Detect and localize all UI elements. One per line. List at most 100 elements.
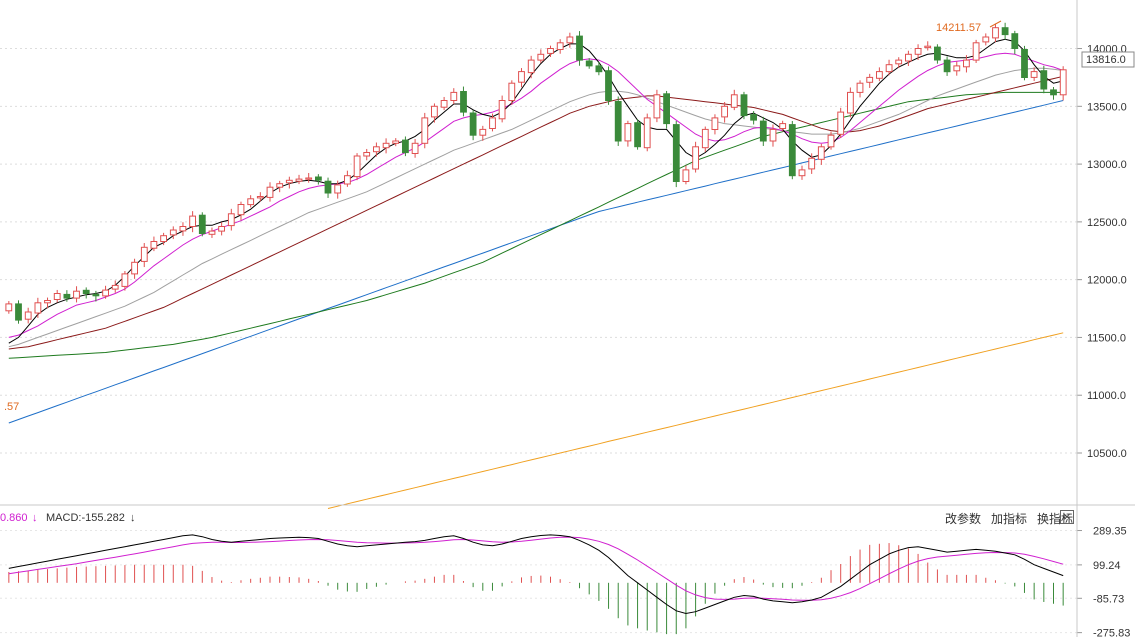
candle-body — [1059, 69, 1067, 96]
price-tick-label: 11000.0 — [1087, 390, 1126, 402]
candle-body — [817, 146, 825, 160]
candle-body — [866, 76, 874, 83]
candle-body — [624, 123, 632, 142]
macd-lines — [8, 534, 1064, 615]
candle-body — [179, 226, 187, 232]
candle-body — [1011, 33, 1019, 50]
candle-body — [750, 114, 758, 121]
macd-down-arrow-icon: ↓ — [130, 512, 136, 524]
macd-histogram — [8, 543, 1064, 635]
candle-body — [237, 204, 245, 216]
high-price-pointer — [989, 20, 1002, 28]
macd-grid — [0, 530, 1077, 634]
macd-tick-label: -85.73 — [1093, 593, 1124, 605]
moving-average-lines — [8, 38, 1064, 509]
candle-body — [730, 94, 738, 108]
candle-body — [102, 289, 109, 297]
dea-value-label: 0.860 — [0, 512, 28, 524]
price-tick-label: 11500.0 — [1087, 332, 1126, 344]
candle-body — [914, 48, 922, 55]
candle-body — [701, 128, 709, 149]
candle-body — [672, 124, 680, 182]
candle-body — [1030, 71, 1038, 78]
candle-body — [769, 128, 777, 142]
candle-body — [692, 146, 700, 170]
candle-body — [373, 146, 380, 153]
close-icon[interactable]: × — [1060, 510, 1074, 524]
candle-body — [711, 117, 719, 131]
switch-indicator-button[interactable]: 换指标 — [1036, 512, 1073, 526]
add-indicator-button[interactable]: 加指标 — [990, 512, 1027, 526]
ma30-line — [8, 75, 1064, 350]
candle-body — [431, 105, 438, 118]
candle-body — [788, 124, 796, 177]
candle-body — [759, 120, 767, 142]
high-price-label: 14211.57 — [936, 22, 981, 34]
candle-body — [440, 100, 448, 108]
candle-body — [847, 91, 854, 114]
change-params-button[interactable]: 改参数 — [944, 512, 981, 526]
candle-body — [276, 183, 284, 188]
candle-body — [218, 226, 225, 232]
candle-body — [953, 65, 961, 72]
candlesticks — [5, 22, 1067, 324]
candle-body — [382, 142, 390, 149]
candle-body — [353, 155, 361, 178]
candle-body — [808, 157, 816, 170]
candle-body — [111, 284, 119, 290]
candle-body — [943, 59, 951, 73]
candle-body — [653, 94, 661, 119]
price-tick-label: 13500.0 — [1087, 101, 1127, 113]
candle-body — [411, 142, 419, 155]
ma60-line — [8, 91, 1064, 359]
candle-body — [198, 214, 206, 234]
candle-body — [150, 241, 158, 249]
candle-body — [169, 229, 177, 236]
macd-tick-label: 99.24 — [1093, 560, 1121, 572]
candle-body — [63, 293, 71, 299]
candle-body — [634, 122, 642, 148]
dea-down-arrow-icon: ↓ — [32, 512, 38, 524]
candle-body — [34, 302, 42, 314]
candle-body — [363, 152, 371, 157]
candle-body — [905, 53, 912, 62]
candle-body — [827, 134, 835, 148]
macd-tick-label: -275.83 — [1093, 628, 1130, 637]
candle-body — [160, 235, 167, 242]
dea-line — [8, 536, 1064, 601]
candle-body — [934, 46, 941, 61]
price-tick-label: 13000.0 — [1087, 159, 1127, 171]
candle-body — [576, 35, 583, 61]
candle-body — [295, 178, 303, 182]
candle-body — [450, 91, 458, 102]
candle-body — [837, 111, 845, 135]
candle-body — [15, 303, 22, 321]
candle-body — [740, 94, 748, 117]
price-tick-label: 12000.0 — [1087, 275, 1127, 287]
candle-body — [508, 82, 516, 101]
candle-body — [972, 42, 980, 61]
candle-body — [924, 45, 932, 49]
candle-body — [92, 293, 100, 297]
candle-body — [140, 246, 148, 262]
candle-body — [963, 59, 970, 68]
candle-body — [421, 117, 429, 144]
candle-body — [334, 184, 342, 194]
candle-body — [992, 27, 999, 39]
candle-body — [24, 311, 32, 320]
candle-body — [1021, 49, 1028, 78]
candle-body — [53, 293, 61, 300]
candle-body — [982, 36, 990, 43]
candle-body — [518, 71, 525, 83]
candle-body — [479, 128, 487, 136]
price-axis: 10500.0 11000.0 11500.0 12000.0 12500.0 13000… — [1077, 44, 1127, 460]
candle-body — [595, 65, 603, 73]
candle-body — [895, 59, 903, 65]
candle-body — [44, 300, 51, 304]
candle-body — [537, 53, 545, 61]
price-tick-label: 12500.0 — [1087, 217, 1127, 229]
candle-body — [82, 289, 90, 294]
candle-body — [566, 36, 574, 44]
candle-body — [798, 169, 806, 177]
